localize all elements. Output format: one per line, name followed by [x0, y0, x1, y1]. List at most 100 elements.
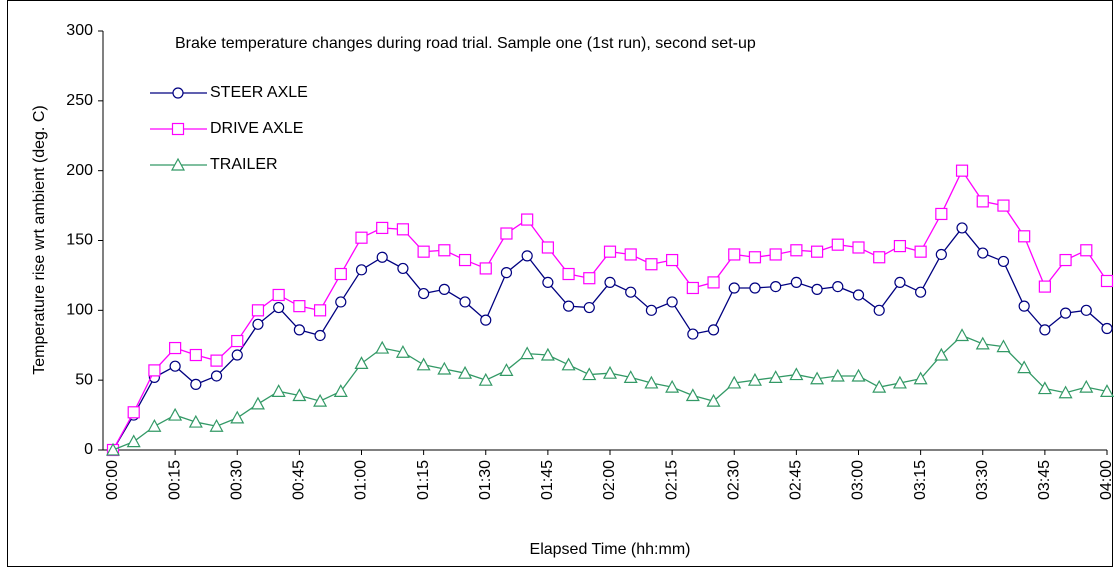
marker — [685, 388, 700, 402]
marker — [542, 276, 554, 288]
legend-label: TRAILER — [210, 156, 278, 173]
marker — [252, 318, 264, 330]
marker — [955, 328, 970, 342]
marker — [313, 393, 328, 407]
marker — [147, 419, 162, 432]
marker — [934, 347, 949, 361]
marker — [894, 276, 906, 288]
marker — [251, 304, 265, 317]
legend-marker — [171, 122, 185, 136]
x-tick-label: 00:30 — [228, 460, 245, 500]
marker — [189, 348, 202, 362]
chart-title: Brake temperature changes during road tr… — [175, 35, 756, 52]
marker — [873, 304, 885, 316]
marker — [376, 221, 389, 235]
marker — [335, 296, 347, 308]
marker — [271, 384, 286, 397]
marker — [789, 367, 804, 381]
marker — [728, 248, 741, 261]
marker — [852, 241, 865, 254]
marker — [417, 245, 430, 258]
marker — [480, 314, 492, 326]
marker — [458, 365, 473, 379]
marker — [334, 267, 347, 281]
marker — [1059, 253, 1072, 267]
marker — [687, 328, 699, 340]
x-tick-label: 01:00 — [353, 460, 370, 500]
marker — [313, 304, 327, 317]
legend-label: DRIVE AXLE — [210, 120, 303, 137]
marker — [665, 379, 680, 393]
marker — [707, 324, 720, 336]
marker — [438, 283, 450, 295]
marker — [624, 248, 637, 261]
marker — [272, 288, 285, 302]
x-tick-label: 02:45 — [788, 460, 805, 500]
y-tick-label: 150 — [66, 232, 93, 249]
marker — [540, 347, 555, 361]
marker — [913, 371, 928, 385]
marker — [603, 245, 617, 258]
marker — [1099, 384, 1114, 397]
marker — [190, 378, 202, 390]
marker — [727, 375, 742, 389]
marker — [996, 339, 1011, 353]
legend-label: STEER AXLE — [210, 84, 308, 101]
y-tick-label: 300 — [66, 22, 93, 39]
marker — [728, 282, 740, 294]
marker — [915, 286, 927, 298]
marker — [314, 329, 326, 342]
marker — [273, 301, 285, 314]
marker — [416, 357, 431, 371]
marker — [396, 223, 410, 236]
marker — [831, 238, 844, 251]
marker — [748, 251, 762, 264]
marker — [1079, 379, 1094, 393]
marker — [1038, 280, 1051, 293]
marker — [459, 296, 471, 308]
marker — [935, 207, 948, 221]
marker — [997, 199, 1010, 212]
marker — [541, 241, 554, 254]
legend-marker — [170, 157, 186, 171]
marker — [395, 344, 410, 358]
marker — [769, 248, 782, 261]
marker — [458, 253, 472, 267]
marker — [210, 354, 223, 367]
marker — [893, 239, 907, 253]
marker — [148, 364, 161, 377]
marker — [976, 195, 989, 208]
x-tick-label: 03:15 — [912, 460, 929, 500]
marker — [126, 434, 141, 448]
marker — [520, 346, 535, 360]
marker — [997, 255, 1010, 268]
marker — [645, 304, 658, 316]
y-tick-label: 0 — [84, 441, 93, 458]
marker — [666, 296, 678, 308]
marker — [230, 410, 245, 424]
marker — [292, 388, 307, 402]
marker — [333, 384, 348, 397]
marker — [169, 341, 182, 355]
marker — [127, 406, 140, 419]
x-tick-label: 00:45 — [291, 460, 308, 500]
marker — [811, 283, 823, 295]
marker — [1018, 230, 1031, 243]
marker — [707, 276, 720, 289]
marker — [293, 324, 305, 336]
marker — [645, 258, 658, 271]
marker — [1017, 360, 1032, 374]
marker — [562, 267, 575, 281]
marker — [355, 264, 368, 276]
marker — [852, 289, 865, 301]
marker — [790, 276, 802, 288]
marker — [1101, 322, 1113, 335]
marker — [478, 372, 493, 386]
marker — [975, 336, 990, 350]
marker — [375, 340, 390, 354]
marker — [1080, 304, 1092, 316]
marker — [1059, 307, 1072, 319]
marker — [231, 334, 244, 348]
marker — [231, 349, 243, 361]
x-tick-label: 02:15 — [663, 460, 680, 500]
